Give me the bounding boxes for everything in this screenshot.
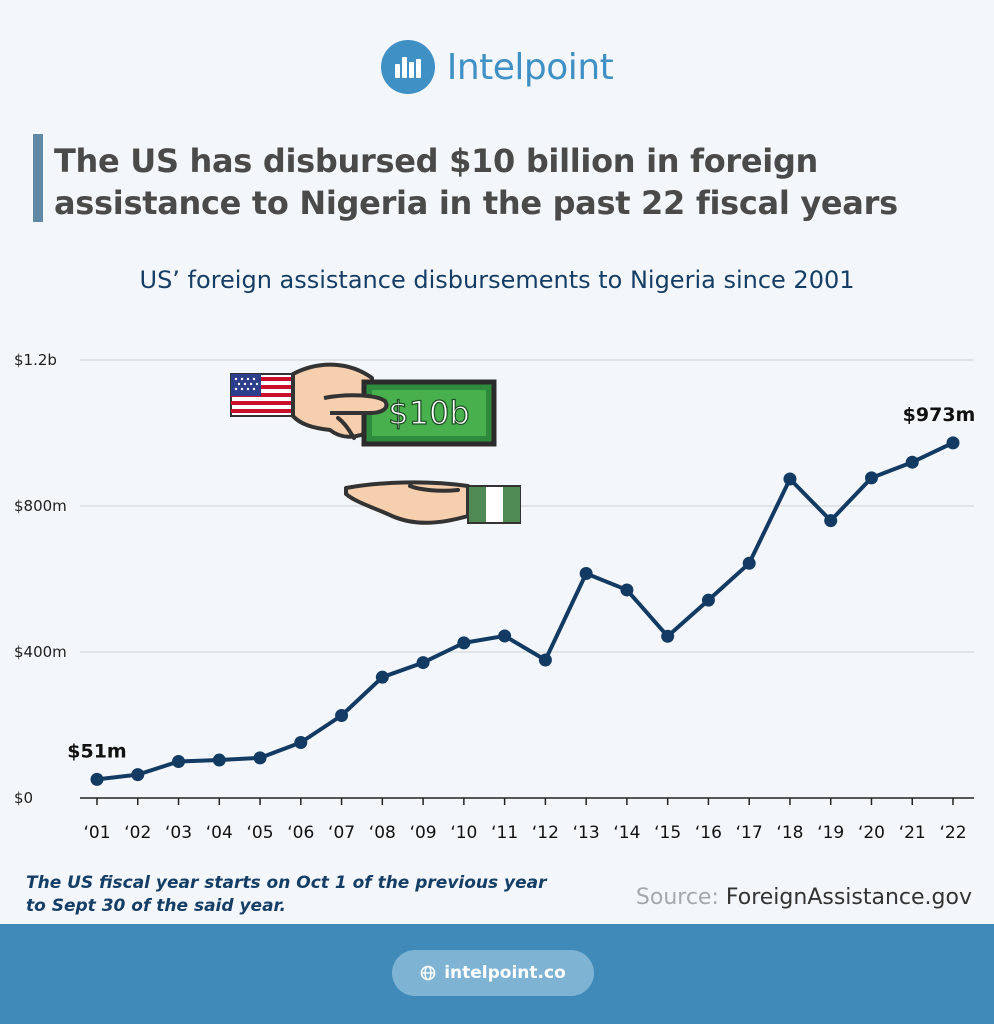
note-line-1: The US fiscal year starts on Oct 1 of th… bbox=[26, 873, 547, 893]
y-axis-labels: $0 $400m $800m $1.2b bbox=[14, 351, 67, 807]
line-chart: $0$400m$800m$1.2b ‘01 ‘02 ‘03 ‘04 ‘05 ‘06 ‘07 ‘… bbox=[14, 351, 975, 843]
x-tick-label: ‘11 bbox=[491, 823, 518, 843]
series-line-layer bbox=[95, 440, 955, 782]
data-annotations: $51m $973m bbox=[67, 404, 975, 763]
x-tick-label: ‘06 bbox=[287, 823, 314, 843]
website-link[interactable]: intelpoint.co bbox=[392, 950, 594, 996]
data-point bbox=[457, 636, 471, 650]
x-tick-label: ‘22 bbox=[939, 823, 966, 843]
x-tick-label: ‘10 bbox=[450, 823, 477, 843]
x-tick-label: ‘05 bbox=[247, 823, 274, 843]
x-tick-label: ‘17 bbox=[736, 823, 763, 843]
data-point bbox=[579, 567, 593, 581]
data-point bbox=[172, 755, 186, 768]
note-line-2: to Sept 30 of the said year. bbox=[26, 896, 286, 916]
x-tick-label: ‘12 bbox=[532, 823, 559, 843]
data-point bbox=[742, 556, 756, 570]
fiscal-year-note: The US fiscal year starts on Oct 1 of th… bbox=[26, 872, 547, 918]
x-tick-label: ‘13 bbox=[573, 823, 600, 843]
x-tick-label: ‘03 bbox=[165, 823, 192, 843]
receiving-hand-icon bbox=[344, 480, 470, 525]
x-tick-label: ‘14 bbox=[613, 823, 640, 843]
data-point bbox=[212, 753, 226, 767]
y-tick-label: $1.2b bbox=[14, 351, 57, 369]
headline: The US has disbursed $10 billion in fore… bbox=[54, 142, 898, 222]
globe-icon bbox=[420, 965, 436, 981]
chart-axis bbox=[80, 797, 974, 805]
x-tick-label: ‘16 bbox=[695, 823, 722, 843]
bar-chart-logo-icon bbox=[380, 40, 435, 94]
source-label: Source: bbox=[635, 885, 719, 910]
data-point bbox=[864, 471, 878, 485]
money-bill-icon: $10b bbox=[361, 379, 497, 447]
money-label: $10b bbox=[388, 394, 469, 432]
x-tick-label: ‘19 bbox=[817, 823, 844, 843]
data-point bbox=[783, 472, 797, 486]
x-tick-label: ‘04 bbox=[206, 823, 233, 843]
x-axis-labels: ‘01 ‘02 ‘03 ‘04 ‘05 ‘06 ‘07 ‘08 ‘09 ‘10 ‘11 ‘12 ‘13 ‘… bbox=[83, 823, 966, 843]
y-tick-label: $800m bbox=[14, 497, 67, 515]
data-point bbox=[335, 709, 349, 723]
brand-name: Intelpoint bbox=[446, 46, 614, 88]
giving-thumb-icon bbox=[323, 393, 389, 440]
series-line bbox=[95, 440, 955, 782]
chart-title: US’ foreign assistance disbursements to … bbox=[139, 266, 855, 294]
data-point bbox=[131, 768, 145, 782]
x-tick-label: ‘21 bbox=[899, 823, 926, 843]
chart-grid bbox=[80, 359, 974, 653]
website-link-text: intelpoint.co bbox=[444, 963, 566, 983]
data-label: $51m bbox=[67, 740, 126, 762]
nigeria-flag-icon bbox=[467, 485, 521, 524]
data-point bbox=[375, 670, 389, 684]
source-credit: Source: ForeignAssistance.gov bbox=[636, 885, 972, 910]
data-label: $973m bbox=[903, 404, 976, 426]
x-tick-label: ‘20 bbox=[858, 823, 885, 843]
us-flag-icon bbox=[230, 373, 294, 417]
data-point bbox=[416, 656, 430, 670]
x-tick-label: ‘18 bbox=[776, 823, 803, 843]
brand-header: Intelpoint bbox=[0, 40, 994, 94]
data-point bbox=[661, 629, 675, 643]
data-point bbox=[824, 514, 838, 528]
x-tick-label: ‘09 bbox=[410, 823, 437, 843]
x-tick-label: ‘08 bbox=[369, 823, 396, 843]
series-points bbox=[90, 436, 960, 786]
y-tick-label: $400m bbox=[14, 643, 67, 661]
x-tick-label: ‘07 bbox=[328, 823, 355, 843]
data-point bbox=[498, 629, 512, 643]
data-point bbox=[946, 436, 960, 450]
source-value: ForeignAssistance.gov bbox=[725, 885, 972, 910]
data-point bbox=[538, 653, 552, 667]
data-point bbox=[620, 583, 634, 597]
x-tick-label: ‘01 bbox=[83, 823, 110, 843]
data-point bbox=[253, 751, 267, 765]
y-tick-label: $0 bbox=[14, 789, 33, 807]
data-point bbox=[905, 455, 919, 469]
data-point bbox=[701, 593, 715, 607]
x-tick-label: ‘15 bbox=[654, 823, 681, 843]
data-point bbox=[294, 736, 308, 750]
x-tick-label: ‘02 bbox=[124, 823, 151, 843]
data-point bbox=[90, 772, 104, 786]
headline-accent-bar bbox=[33, 134, 43, 222]
